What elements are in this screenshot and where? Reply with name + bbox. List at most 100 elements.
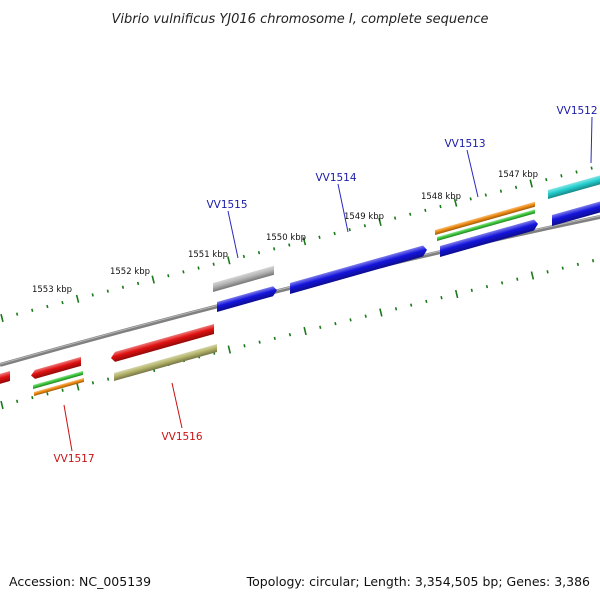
- scale-label-1548: 1548 kbp: [421, 192, 461, 202]
- feature-vv1516-olive-body[interactable]: [114, 343, 217, 381]
- outer-scale-tick: [469, 197, 472, 201]
- feature-vv1516-red[interactable]: [111, 323, 214, 363]
- outer-scale-tick: [197, 266, 200, 270]
- gene-label-vv1515[interactable]: VV1515: [206, 199, 247, 211]
- outer-scale-tick: [257, 251, 261, 255]
- feature-vv1517-green-body[interactable]: [33, 370, 83, 389]
- feature-vv1517-orange[interactable]: [34, 377, 84, 396]
- inner-scale-tick: [303, 326, 307, 336]
- inner-scale-tick: [500, 281, 504, 285]
- feature-vv1513-orange[interactable]: [435, 201, 535, 235]
- inner-scale-tick: [530, 271, 535, 280]
- outer-scale-tick: [499, 189, 503, 193]
- outer-scale-tick: [484, 193, 487, 197]
- feature-offscreen-red-body[interactable]: [0, 371, 10, 385]
- outer-scale-tick: [545, 178, 548, 182]
- leader-vv1515: [227, 210, 239, 259]
- inner-scale-tick: [31, 395, 34, 400]
- inner-scale-tick: [440, 296, 443, 300]
- feature-vv1512-cyan-body[interactable]: [548, 174, 600, 199]
- outer-scale-tick: [167, 274, 170, 278]
- leader-vv1517: [63, 404, 73, 452]
- inner-scale-tick: [0, 400, 4, 410]
- outer-scale-tick: [75, 294, 80, 303]
- feature-vv1517-red[interactable]: [31, 356, 81, 380]
- gene-features: [0, 174, 600, 396]
- feature-vv1515-gray[interactable]: [213, 265, 274, 292]
- feature-vv1513-green[interactable]: [437, 209, 535, 241]
- inner-scale-tick: [61, 388, 64, 392]
- outer-scale-tick: [409, 212, 412, 216]
- map-title: Vibrio vulnificus YJ016 chromosome I, co…: [111, 12, 488, 27]
- inner-scale-tick: [516, 277, 519, 281]
- outer-scale-tick: [590, 166, 593, 170]
- outer-scale-tick: [575, 170, 578, 174]
- outer-scale-tick: [393, 216, 397, 220]
- outer-scale-tick: [242, 254, 246, 259]
- gene-label-vv1513[interactable]: VV1513: [444, 138, 485, 150]
- feature-vv1515-blue[interactable]: [217, 285, 277, 312]
- inner-scale-tick: [106, 377, 110, 381]
- outer-scale-tick: [227, 256, 231, 265]
- outer-scale-tick: [560, 174, 563, 178]
- gene-label-vv1517[interactable]: VV1517: [53, 453, 94, 465]
- gene-label-vv1512[interactable]: VV1512: [556, 105, 597, 117]
- inner-scale-tick: [591, 259, 595, 263]
- inner-scale-tick: [46, 392, 49, 396]
- outer-scale-tick: [529, 179, 533, 188]
- inner-scale-tick: [334, 321, 337, 326]
- outer-scale-tick: [318, 235, 321, 239]
- outer-scale-tick: [348, 227, 351, 232]
- gene-label-vv1514[interactable]: VV1514: [315, 172, 356, 184]
- gene-label-group: VV1512 VV1513 VV1514 VV1515 VV1516 VV151…: [53, 105, 597, 465]
- outer-scale-tick: [378, 217, 382, 226]
- outer-scale-tick: [91, 293, 94, 297]
- feature-vv1512-blue[interactable]: [552, 200, 600, 226]
- feature-vv1514-blue-body[interactable]: [290, 244, 427, 294]
- inner-scale-tick: [16, 399, 19, 403]
- scale-label-1549: 1549 kbp: [344, 212, 384, 222]
- feature-vv1513-blue[interactable]: [440, 218, 538, 257]
- feature-vv1512-cyan[interactable]: [548, 174, 600, 199]
- feature-vv1516-red-body[interactable]: [111, 323, 214, 363]
- feature-vv1513-orange-body[interactable]: [435, 201, 535, 235]
- feature-vv1515-gray-body[interactable]: [213, 265, 274, 292]
- feature-vv1512-blue-body[interactable]: [552, 200, 600, 226]
- feature-vv1514-blue[interactable]: [290, 244, 427, 294]
- leader-vv1513: [466, 149, 479, 198]
- inner-scale-tick: [243, 344, 246, 348]
- outer-scale-tick: [151, 275, 155, 284]
- outer-scale-tick: [61, 300, 64, 305]
- leader-vv1512: [590, 116, 593, 164]
- feature-vv1517-green[interactable]: [33, 370, 83, 389]
- feature-vv1513-green-body[interactable]: [437, 209, 535, 241]
- inner-scale-tick: [454, 289, 459, 299]
- inner-scale-tick: [76, 382, 80, 391]
- inner-scale-tick: [273, 336, 276, 341]
- outer-scale-tick: [363, 224, 367, 228]
- feature-offscreen-red[interactable]: [0, 371, 10, 385]
- feature-vv1513-blue-body[interactable]: [440, 218, 538, 257]
- leader-vv1514: [337, 183, 349, 233]
- feature-vv1517-red-body[interactable]: [31, 356, 81, 380]
- scale-label-1550: 1550 kbp: [266, 233, 306, 243]
- inner-scale-tick: [364, 314, 367, 318]
- feature-vv1515-blue-body[interactable]: [217, 285, 277, 312]
- outer-scale-tick: [0, 313, 4, 323]
- outer-scale-tick: [121, 285, 125, 289]
- leader-vv1516: [171, 382, 183, 429]
- outer-scale-tick: [514, 185, 518, 189]
- inner-scale-tick: [349, 318, 352, 322]
- outer-scale-tick: [333, 231, 336, 236]
- inner-scale-tick: [470, 288, 473, 292]
- outer-scale-tick: [46, 304, 49, 309]
- inner-scale-tick: [91, 381, 95, 385]
- inner-scale-tick: [394, 307, 398, 311]
- feature-vv1516-olive[interactable]: [114, 343, 217, 381]
- gene-label-vv1516[interactable]: VV1516: [161, 431, 202, 443]
- feature-vv1517-orange-body[interactable]: [34, 377, 84, 396]
- outer-scale-tick: [106, 289, 109, 293]
- inner-scale-tick: [258, 340, 261, 344]
